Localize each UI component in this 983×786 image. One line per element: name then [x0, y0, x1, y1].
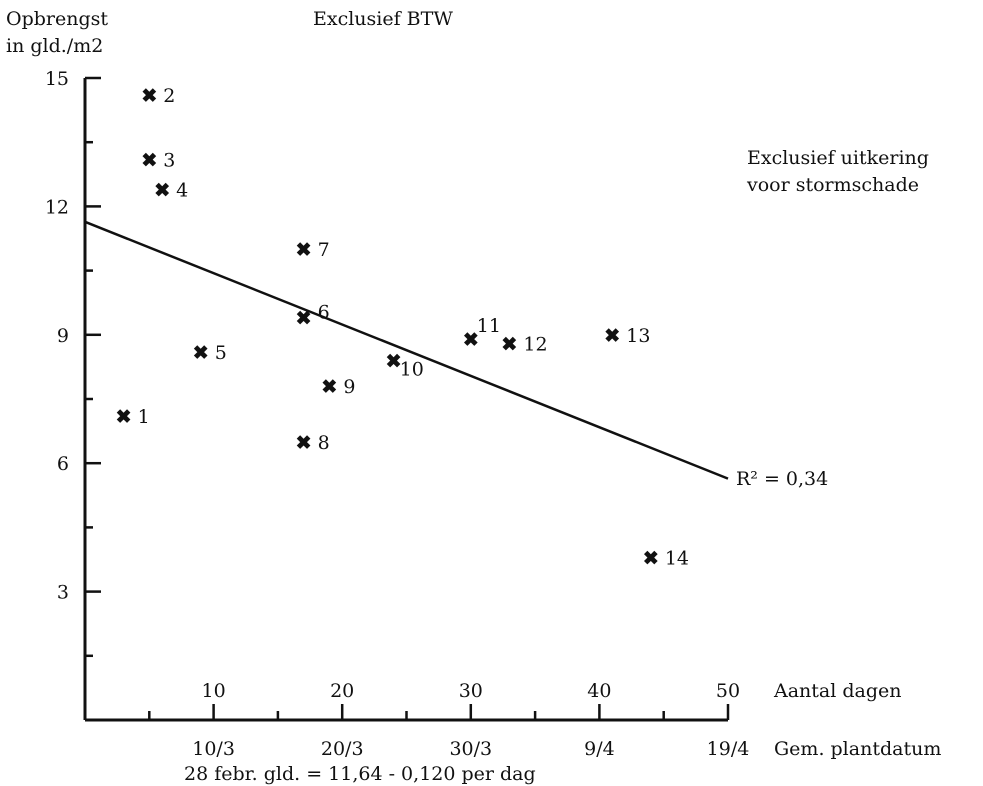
- y-tick-label: 15: [45, 68, 69, 90]
- data-point-marker: ✖: [501, 333, 517, 355]
- data-point-marker: ✖: [463, 329, 479, 351]
- x-tick-label: 40: [587, 680, 611, 702]
- data-point-marker: ✖: [604, 325, 620, 347]
- data-point-label: 4: [176, 179, 188, 201]
- data-point-marker: ✖: [141, 149, 157, 171]
- data-point-marker: ✖: [643, 547, 659, 569]
- data-point-label: 9: [343, 376, 355, 398]
- y-tick-label: 3: [57, 582, 69, 604]
- data-point-marker: ✖: [321, 376, 337, 398]
- data-point-marker: ✖: [116, 406, 132, 428]
- data-point-marker: ✖: [386, 350, 402, 372]
- data-point-marker: ✖: [296, 239, 312, 261]
- x-tick-label: 20: [330, 680, 354, 702]
- data-point-label: 12: [523, 333, 547, 355]
- date-tick-label: 10/3: [192, 738, 235, 760]
- data-point-label: 2: [163, 85, 175, 107]
- data-point-label: 13: [626, 325, 650, 347]
- tick-marks: [85, 76, 730, 720]
- data-point-label: 6: [318, 302, 330, 324]
- regression-line: [84, 220, 729, 480]
- x-axis-date-label: Gem. plantdatum: [774, 738, 941, 760]
- data-point-marker: ✖: [296, 432, 312, 454]
- data-point-label: 8: [318, 432, 330, 454]
- data-points: ✖ 1✖ 2✖ 3✖ 4✖ 5✖ 6✖ 7✖ 8✖ 9✖10✖11✖ 12 ✖ 13✖ 14: [116, 85, 689, 569]
- x-axis-label: Aantal dagen: [773, 680, 902, 702]
- y-axis-label-line-2: in gld./m2: [6, 35, 103, 57]
- data-point-label: 7: [318, 239, 330, 261]
- y-tick-label: 6: [57, 453, 69, 475]
- regression-formula: 28 febr. gld. = 11,64 - 0,120 per dag: [184, 763, 536, 785]
- data-point-marker: ✖: [193, 342, 209, 364]
- axes: [83, 78, 728, 722]
- y-tick-label: 9: [57, 325, 69, 347]
- data-point-marker: ✖: [141, 85, 157, 107]
- data-point-label: 14: [665, 547, 689, 569]
- data-point-label: 10: [400, 358, 424, 380]
- x-tick-label: 50: [716, 680, 740, 702]
- x-tick-label: 30: [459, 680, 483, 702]
- data-point-marker: ✖: [154, 179, 170, 201]
- note-line-1: Exclusief uitkering: [747, 147, 929, 169]
- date-tick-label: 30/3: [449, 738, 492, 760]
- date-tick-label: 9/4: [584, 738, 615, 760]
- data-point-label: 3: [163, 149, 175, 171]
- data-point-marker: ✖: [296, 308, 312, 330]
- r-squared-label: R² = 0,34: [736, 468, 828, 490]
- x-tick-label: 10: [202, 680, 226, 702]
- data-point-label: 1: [138, 406, 150, 428]
- y-axis-label-line-1: Opbrengst: [6, 8, 108, 30]
- data-point-label: 5: [215, 342, 227, 364]
- note-line-2: voor stormschade: [746, 174, 919, 196]
- data-point-label: 11: [477, 315, 501, 337]
- chart-title: Exclusief BTW: [313, 8, 453, 30]
- y-tick-label: 12: [45, 196, 69, 218]
- date-tick-label: 19/4: [707, 738, 750, 760]
- date-tick-label: 20/3: [321, 738, 364, 760]
